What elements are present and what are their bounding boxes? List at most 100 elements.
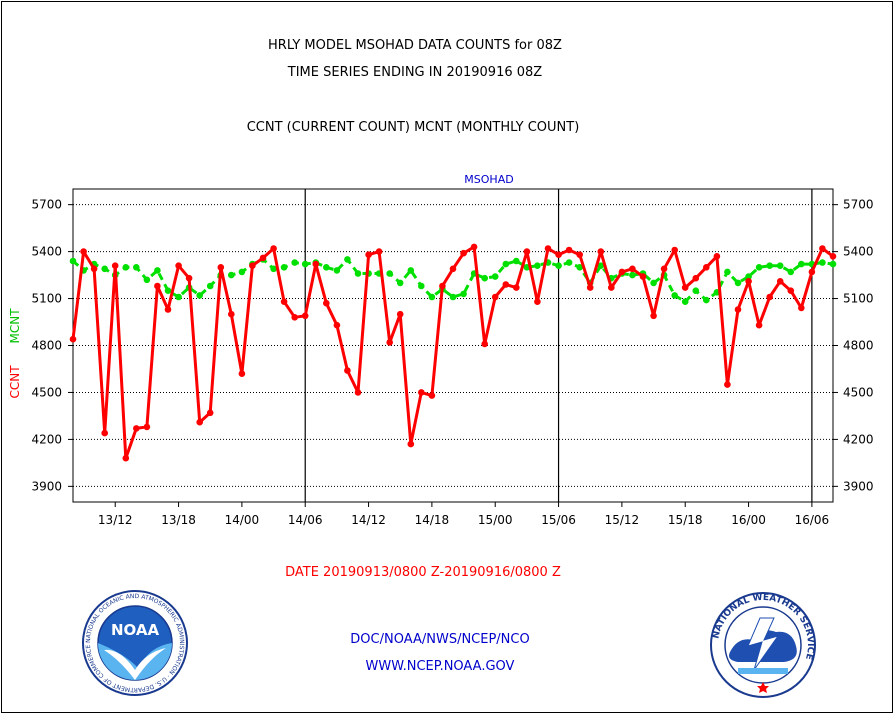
data-point-ccnt [618, 268, 626, 276]
data-point-ccnt [798, 304, 805, 312]
data-point-ccnt [196, 418, 203, 426]
data-point-ccnt [449, 265, 457, 273]
y-tick-label-left: 5700 [31, 198, 62, 212]
data-point-mcnt [650, 279, 657, 287]
date-range-label: DATE 20190913/0800 Z-20190916/0800 Z [285, 565, 561, 580]
data-point-ccnt [280, 298, 288, 306]
x-tick-label: 15/06 [541, 513, 576, 527]
data-point-mcnt [407, 267, 415, 274]
data-point-mcnt [291, 259, 299, 266]
x-tick-label: 16/00 [731, 513, 766, 527]
data-point-mcnt [745, 273, 752, 280]
y-tick-label-left: 3900 [31, 479, 62, 493]
data-point-ccnt [291, 314, 299, 321]
data-point-mcnt [787, 268, 795, 276]
data-point-mcnt [238, 268, 246, 276]
data-point-mcnt [418, 282, 425, 290]
data-point-ccnt [513, 284, 520, 291]
data-point-ccnt [270, 245, 277, 252]
data-point-ccnt [481, 340, 489, 348]
data-point-ccnt [249, 262, 256, 270]
chart-subtitle: MSOHAD [464, 173, 513, 186]
data-point-mcnt [829, 260, 837, 268]
data-point-ccnt [228, 310, 235, 318]
axis-labels: MSOHAD CCNT MCNT [8, 173, 514, 399]
data-point-ccnt [819, 245, 826, 252]
data-point-ccnt [713, 252, 721, 260]
x-tick-label: 14/06 [288, 513, 323, 527]
data-point-ccnt [639, 273, 647, 280]
data-point-ccnt [122, 454, 130, 462]
data-point-ccnt [703, 264, 710, 271]
data-point-mcnt [175, 293, 182, 301]
data-point-mcnt [703, 296, 710, 304]
day-dividers [304, 189, 813, 502]
data-point-mcnt [819, 259, 826, 266]
data-point-mcnt [597, 262, 605, 270]
x-tick-label: 16/06 [795, 513, 830, 527]
data-point-ccnt [755, 321, 763, 329]
data-point-mcnt [681, 298, 689, 306]
data-point-ccnt [154, 282, 161, 290]
data-point-ccnt [312, 260, 320, 268]
data-point-ccnt [418, 389, 425, 396]
data-point-ccnt [90, 265, 98, 273]
data-point-ccnt [608, 284, 615, 291]
data-point-ccnt [396, 310, 404, 318]
data-point-mcnt [196, 292, 203, 299]
time-series-chart: 3900 3900 4200 4200 4500 4500 4800 4800 5100 5100… [8, 173, 874, 527]
website-label: WWW.NCEP.NOAA.GOV [365, 659, 515, 674]
y-axis-label-mcnt: MCNT [8, 308, 22, 344]
y-axis-label-ccnt: CCNT [8, 365, 22, 399]
y-tick-label-right: 3900 [843, 479, 874, 493]
data-point-ccnt [111, 262, 119, 270]
y-tick-label-left: 4800 [31, 339, 62, 353]
data-point-mcnt [576, 264, 583, 271]
data-point-mcnt [154, 267, 161, 274]
x-tick-label: 15/12 [605, 513, 640, 527]
data-point-ccnt [660, 265, 668, 273]
data-point-mcnt [502, 260, 510, 268]
data-point-mcnt [323, 264, 330, 271]
data-point-mcnt [396, 279, 404, 287]
data-point-ccnt [333, 321, 341, 329]
data-point-ccnt [766, 293, 773, 301]
data-point-ccnt [734, 306, 742, 313]
data-point-ccnt [133, 425, 140, 432]
data-point-mcnt [692, 287, 700, 295]
data-point-ccnt [576, 251, 583, 258]
data-point-mcnt [206, 282, 214, 290]
data-point-ccnt [565, 246, 573, 254]
data-point-ccnt [143, 423, 151, 431]
x-tick-label: 15/00 [478, 513, 513, 527]
data-point-ccnt [407, 440, 415, 448]
y-tick-label-left: 5100 [31, 292, 62, 306]
x-tick-label: 14/12 [351, 513, 386, 527]
y-tick-label-right: 4800 [843, 339, 874, 353]
data-point-mcnt [280, 264, 288, 271]
data-point-ccnt [206, 409, 214, 417]
data-point-ccnt [586, 284, 594, 291]
series-layer [69, 243, 837, 462]
data-point-ccnt [629, 265, 636, 273]
data-point-ccnt [829, 252, 837, 260]
data-point-ccnt [185, 274, 193, 282]
data-point-mcnt [629, 271, 636, 279]
data-point-ccnt [808, 268, 816, 276]
y-tick-label-left: 4500 [31, 385, 62, 399]
data-point-ccnt [238, 370, 246, 378]
y-tick-label-right: 4500 [843, 385, 874, 399]
data-point-ccnt [650, 312, 657, 320]
data-point-mcnt [565, 259, 573, 266]
data-point-ccnt [681, 284, 689, 291]
data-point-mcnt [122, 264, 130, 271]
y-tick-label-right: 5100 [843, 292, 874, 306]
data-point-ccnt [69, 335, 77, 343]
data-point-mcnt [734, 279, 742, 287]
data-point-ccnt [671, 246, 678, 254]
noaa-logo-icon: NOAA NATIONAL OCEANIC AND ATMOSPHERIC AD… [82, 590, 188, 696]
data-point-mcnt [133, 264, 140, 271]
x-tick-label: 15/18 [668, 513, 703, 527]
data-point-ccnt [301, 312, 309, 320]
